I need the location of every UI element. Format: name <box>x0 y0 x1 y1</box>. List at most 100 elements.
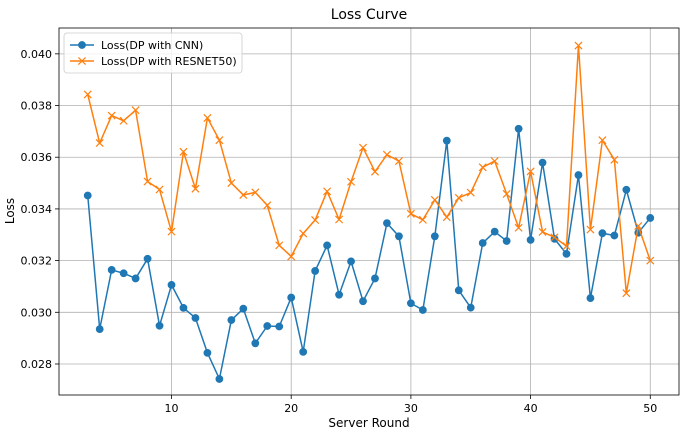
data-point-resnet50 <box>550 233 559 242</box>
x-tick-label: 20 <box>284 402 298 415</box>
data-point-resnet50 <box>251 188 260 197</box>
data-point-resnet50 <box>622 289 631 298</box>
y-tick-label: 0.028 <box>21 358 53 371</box>
x-axis-ticks: 10 20 30 40 50 <box>165 395 657 415</box>
data-point-cnn <box>586 294 595 302</box>
data-point-resnet50 <box>406 209 415 218</box>
data-point-cnn <box>203 348 212 357</box>
legend-label-cnn: Loss(DP with CNN) <box>101 39 203 52</box>
data-point-cnn <box>95 325 104 333</box>
data-point-cnn <box>143 254 152 263</box>
data-point-resnet50 <box>502 189 511 198</box>
y-tick-label: 0.030 <box>21 306 53 319</box>
data-point-cnn <box>323 241 332 250</box>
data-point-cnn <box>490 227 499 236</box>
data-point-cnn <box>131 274 140 283</box>
data-point-resnet50 <box>634 221 643 230</box>
legend: Loss(DP with CNN) Loss(DP with RESNET50) <box>63 32 243 74</box>
data-point-resnet50 <box>526 167 535 176</box>
data-point-resnet50 <box>323 187 332 196</box>
axes-frame <box>58 27 680 396</box>
data-point-resnet50 <box>538 227 547 236</box>
data-point-cnn <box>215 375 224 383</box>
data-point-cnn <box>466 303 475 312</box>
data-point-resnet50 <box>227 179 236 188</box>
data-point-cnn <box>311 267 320 275</box>
data-point-cnn <box>562 249 571 258</box>
data-point-cnn <box>526 236 535 244</box>
y-tick-label: 0.038 <box>21 100 53 113</box>
data-point-resnet50 <box>203 113 212 122</box>
data-point-cnn <box>610 231 619 240</box>
data-point-resnet50 <box>167 227 176 236</box>
data-point-resnet50 <box>191 184 200 193</box>
data-point-cnn <box>347 257 355 266</box>
data-point-cnn <box>251 339 260 348</box>
data-point-resnet50 <box>347 177 356 186</box>
y-axis-label: Loss <box>3 198 17 224</box>
data-point-cnn <box>191 314 200 322</box>
data-point-resnet50 <box>155 185 164 194</box>
data-point-cnn <box>478 239 487 247</box>
data-point-resnet50 <box>382 150 391 159</box>
y-axis-ticks: 0.028 0.030 0.032 0.034 0.036 0.038 0.040 <box>21 48 59 371</box>
data-point-cnn <box>502 237 511 245</box>
data-point-resnet50 <box>131 106 140 115</box>
data-point-cnn <box>598 229 607 238</box>
data-point-resnet50 <box>299 229 308 238</box>
data-point-resnet50 <box>287 252 296 261</box>
series-resnet50 <box>83 41 655 298</box>
y-tick-label: 0.034 <box>21 203 53 216</box>
data-point-resnet50 <box>454 193 463 202</box>
data-point-resnet50 <box>598 136 607 145</box>
data-point-resnet50 <box>610 155 619 164</box>
x-tick-label: 50 <box>643 402 657 415</box>
data-point-cnn <box>119 269 128 278</box>
data-point-resnet50 <box>263 201 272 210</box>
data-point-resnet50 <box>107 111 116 120</box>
data-point-cnn <box>179 304 188 312</box>
data-point-cnn <box>406 299 415 308</box>
data-point-resnet50 <box>490 157 499 166</box>
data-point-cnn <box>383 219 391 228</box>
series-cnn <box>83 124 655 383</box>
data-point-resnet50 <box>83 90 92 99</box>
data-point-resnet50 <box>143 177 152 186</box>
data-point-cnn <box>107 266 116 274</box>
x-tick-label: 30 <box>404 402 418 415</box>
data-point-resnet50 <box>586 225 595 234</box>
data-point-resnet50 <box>179 147 188 156</box>
data-point-resnet50 <box>430 195 439 204</box>
data-point-cnn <box>335 290 343 299</box>
data-point-cnn <box>239 304 248 313</box>
data-point-resnet50 <box>95 138 104 148</box>
data-point-cnn <box>538 158 547 167</box>
data-point-cnn <box>454 286 463 295</box>
data-point-resnet50 <box>466 188 475 197</box>
data-point-cnn <box>442 136 451 145</box>
data-point-cnn <box>430 232 439 241</box>
legend-item-cnn: Loss(DP with CNN) <box>70 39 203 52</box>
legend-box <box>63 32 243 74</box>
data-point-resnet50 <box>370 167 380 176</box>
data-point-cnn <box>83 191 92 200</box>
data-point-cnn <box>646 214 655 222</box>
data-point-resnet50 <box>418 215 427 224</box>
legend-marker-resnet50 <box>77 56 87 66</box>
data-point-cnn <box>287 293 296 302</box>
y-tick-label: 0.040 <box>21 48 53 61</box>
legend-label-resnet50: Loss(DP with RESNET50) <box>101 55 237 68</box>
data-point-cnn <box>395 232 403 241</box>
legend-item-resnet50: Loss(DP with RESNET50) <box>70 55 237 68</box>
data-point-cnn <box>622 185 631 194</box>
data-point-cnn <box>227 316 236 324</box>
y-tick-label: 0.036 <box>21 151 53 164</box>
data-point-resnet50 <box>394 157 403 166</box>
data-point-cnn <box>514 124 523 133</box>
data-point-cnn <box>275 322 284 331</box>
data-point-resnet50 <box>478 163 487 172</box>
data-point-resnet50 <box>358 143 368 152</box>
data-point-resnet50 <box>574 41 583 50</box>
data-point-resnet50 <box>239 190 248 199</box>
